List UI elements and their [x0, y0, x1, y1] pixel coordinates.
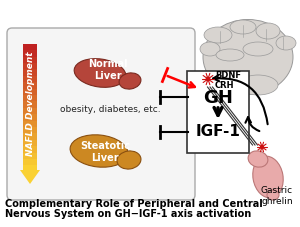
Text: obesity, diabetes, etc.: obesity, diabetes, etc.: [60, 105, 160, 114]
Text: NAFLD Development: NAFLD Development: [26, 52, 34, 155]
Bar: [23, 134, 37, 140]
Bar: [23, 51, 37, 58]
FancyArrow shape: [20, 170, 40, 184]
Ellipse shape: [267, 190, 279, 200]
Bar: [23, 70, 37, 77]
Ellipse shape: [243, 43, 273, 57]
Ellipse shape: [70, 135, 128, 168]
Bar: [238, 98, 248, 111]
Text: Gastric
ghrelin: Gastric ghrelin: [261, 185, 293, 205]
Ellipse shape: [74, 59, 126, 88]
Bar: [23, 89, 37, 96]
Bar: [23, 44, 37, 51]
Bar: [23, 76, 37, 83]
Text: GH: GH: [203, 89, 233, 106]
Text: IGF-1: IGF-1: [196, 124, 240, 139]
FancyArrowPatch shape: [245, 118, 260, 131]
Circle shape: [206, 78, 210, 81]
Bar: [23, 83, 37, 89]
Ellipse shape: [119, 74, 141, 90]
Text: Steatotic
Liver: Steatotic Liver: [80, 141, 130, 162]
Ellipse shape: [276, 37, 296, 51]
Ellipse shape: [216, 50, 244, 62]
Bar: [23, 108, 37, 115]
Ellipse shape: [230, 21, 256, 35]
Bar: [23, 64, 37, 70]
Bar: [23, 96, 37, 102]
Bar: [23, 159, 37, 166]
Text: Complementary Role of Peripheral and Central: Complementary Role of Peripheral and Cen…: [5, 198, 263, 208]
Bar: [23, 140, 37, 147]
Bar: [23, 165, 37, 172]
Text: CRH: CRH: [215, 80, 235, 89]
Ellipse shape: [204, 28, 232, 44]
Text: BDNF: BDNF: [215, 71, 241, 80]
Ellipse shape: [238, 76, 278, 96]
Ellipse shape: [253, 156, 283, 198]
Bar: [23, 127, 37, 134]
Bar: [23, 146, 37, 153]
Text: Normal
Liver: Normal Liver: [88, 59, 128, 80]
Circle shape: [261, 146, 263, 149]
Bar: [23, 153, 37, 160]
FancyArrowPatch shape: [213, 76, 268, 125]
Ellipse shape: [203, 20, 293, 95]
Bar: [23, 121, 37, 128]
Bar: [23, 57, 37, 64]
Ellipse shape: [200, 43, 220, 57]
FancyBboxPatch shape: [7, 29, 195, 200]
Bar: [23, 115, 37, 121]
Text: Nervous System on GH−IGF-1 axis activation: Nervous System on GH−IGF-1 axis activati…: [5, 208, 251, 218]
Bar: [23, 102, 37, 109]
FancyBboxPatch shape: [187, 72, 249, 153]
Ellipse shape: [117, 151, 141, 169]
Ellipse shape: [248, 151, 268, 167]
Ellipse shape: [256, 24, 280, 40]
